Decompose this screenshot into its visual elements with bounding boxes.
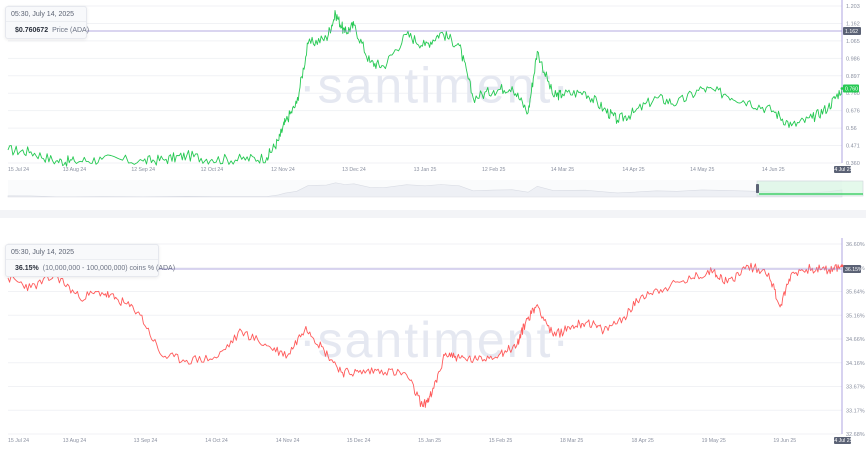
tooltip-value: $0.760672 [15, 27, 49, 34]
santiment-watermark: ·santiment· [299, 312, 571, 368]
x-tick-label: 14 Oct 24 [205, 438, 228, 444]
crosshair-value-label: 1.162 [845, 29, 858, 35]
x-tick-label: 13 Aug 24 [63, 167, 86, 173]
y-tick-label: 1.203 [846, 4, 860, 10]
series-line [7, 10, 843, 167]
x-tick-label: 14 Jul 25 [831, 438, 852, 444]
y-tick-label: 0.471 [846, 144, 860, 150]
y-tick-label: 1.162 [846, 21, 860, 27]
navigator-handle [756, 184, 759, 193]
x-tick-label: 14 May 25 [690, 167, 714, 173]
x-tick-label: 19 Jun 25 [773, 438, 796, 444]
y-tick-label: 35.64% [846, 290, 865, 296]
y-tick-label: 34.16% [846, 361, 865, 367]
y-tick-label: 33.17% [846, 408, 865, 414]
tooltip-label: (10,000,000 - 100,000,000) coins % (ADA) [42, 265, 176, 272]
y-tick-label: 32.68% [846, 432, 865, 438]
x-tick-label: 12 Sep 24 [131, 167, 155, 173]
holders-chart: 36.60% 36.15% 35.64% 35.16% 34.66% 34.16% 33.6… [7, 238, 865, 444]
tooltip-date: 05:30, July 14, 2025 [6, 245, 158, 260]
price-chart: 1.203 1.162 1.065 0.986 0.897 0.760 0.676 0.56 0… [7, 0, 864, 198]
x-tick-label: 15 Jan 25 [418, 438, 441, 444]
y-tick-label: 1.065 [846, 39, 860, 45]
x-tick-label: 14 Jun 25 [762, 167, 785, 173]
current-date-marker [834, 437, 851, 444]
tooltip-value: 36.15% [15, 265, 39, 272]
crosshair-value-badge [843, 265, 861, 273]
x-tick-label: 15 Feb 25 [489, 438, 512, 444]
price-chart-panel: 1.203 1.162 1.065 0.986 0.897 0.760 0.676 0.56 0… [0, 0, 866, 210]
x-tick-label: 18 Apr 25 [632, 438, 654, 444]
y-tick-label: 33.67% [846, 385, 865, 391]
holders-chart-panel: 36.60% 36.15% 35.64% 35.16% 34.66% 34.16% 33.6… [0, 218, 866, 454]
x-tick-label: 14 Apr 25 [622, 167, 644, 173]
x-tick-label: 15 Jul 24 [8, 167, 29, 173]
y-tick-label: 0.760 [846, 91, 860, 97]
y-tick-label: 0.676 [846, 109, 860, 115]
x-tick-label: 14 Jul 25 [831, 167, 852, 173]
last-point-marker [840, 87, 844, 90]
y-tick-label: 0.360 [846, 161, 860, 167]
y-tick-label: 34.66% [846, 337, 865, 343]
holders-tooltip: 05:30, July 14, 2025 36.15% (10,000,000 … [5, 244, 175, 277]
x-tick-label: 13 Jan 25 [414, 167, 437, 173]
x-tick-label: 15 Dec 24 [347, 438, 371, 444]
y-tick-label: 35.16% [846, 313, 865, 319]
series-line [7, 262, 843, 408]
current-date-marker [834, 166, 851, 173]
y-tick-label: 36.60% [846, 242, 865, 248]
x-tick-label: 13 Sep 24 [134, 438, 158, 444]
y-tick-label: 0.986 [846, 56, 860, 62]
x-tick-label: 13 Dec 24 [342, 167, 366, 173]
price-tooltip: 05:30, July 14, 2025 $0.760672 Price (AD… [5, 6, 90, 39]
y-tick-label: 0.897 [846, 74, 860, 80]
x-tick-label: 18 Mar 25 [560, 438, 583, 444]
last-value-badge [843, 84, 859, 93]
x-tick-label: 13 Aug 24 [63, 438, 86, 444]
x-tick-label: 14 Mar 25 [551, 167, 574, 173]
crosshair-value-label: 36.15% [845, 267, 863, 273]
navigator-area [7, 182, 843, 198]
x-tick-label: 14 Nov 24 [276, 438, 300, 444]
x-tick-label: 12 Nov 24 [271, 167, 295, 173]
x-tick-label: 19 May 25 [702, 438, 726, 444]
tooltip-label: Price (ADA) [52, 27, 90, 34]
panel-divider [0, 210, 866, 218]
last-value-label: 0.760 [845, 87, 858, 93]
last-point-marker [840, 264, 844, 268]
tooltip-date: 05:30, July 14, 2025 [6, 7, 86, 22]
x-tick-label: 12 Oct 24 [201, 167, 224, 173]
navigator [7, 180, 864, 198]
santiment-watermark: ·santiment· [299, 58, 571, 114]
crosshair-value-badge [843, 27, 861, 35]
x-tick-label: 12 Feb 25 [482, 167, 505, 173]
x-tick-label: 15 Jul 24 [8, 438, 29, 444]
y-tick-label: 0.56 [846, 126, 857, 132]
